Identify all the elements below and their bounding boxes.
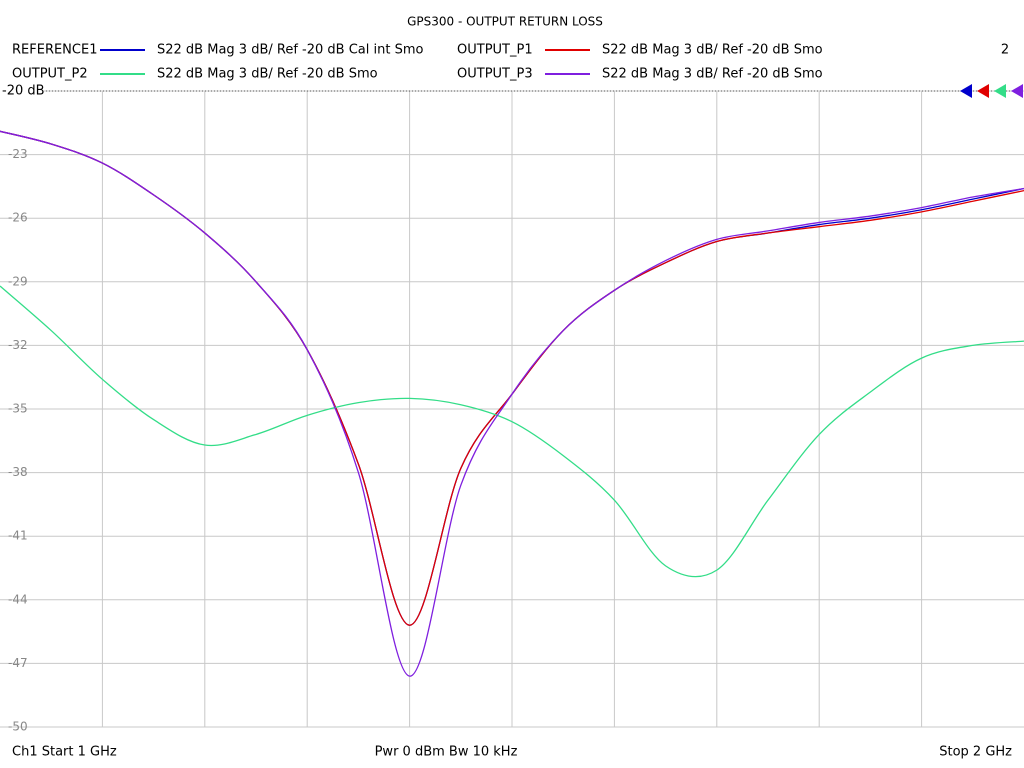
reference-marker	[977, 84, 989, 98]
window-number: 2	[1001, 43, 1009, 58]
reference-marker	[994, 84, 1006, 98]
y-tick-label: -26	[8, 211, 28, 225]
legend-name: OUTPUT_P2	[12, 67, 88, 82]
y-tick-label: -44	[8, 592, 28, 606]
stop-label: Stop 2 GHz	[939, 745, 1012, 760]
legend-name: REFERENCE1	[12, 43, 97, 58]
legend-description: S22 dB Mag 3 dB/ Ref -20 dB Cal int Smo	[157, 43, 423, 58]
y-tick-label: -23	[8, 147, 28, 161]
y-tick-label: -29	[8, 274, 28, 288]
reference-marker	[960, 84, 972, 98]
legend-name: OUTPUT_P3	[457, 67, 533, 82]
reference-marker	[1011, 84, 1023, 98]
y-tick-label: -32	[8, 338, 28, 352]
reference-label: -20 dB	[2, 84, 45, 99]
y-tick-label: -47	[8, 656, 28, 670]
legend-description: S22 dB Mag 3 dB/ Ref -20 dB Smo	[157, 67, 378, 82]
legend-description: S22 dB Mag 3 dB/ Ref -20 dB Smo	[602, 43, 823, 58]
center-label: Pwr 0 dBm Bw 10 kHz	[375, 745, 518, 760]
y-tick-label: -50	[8, 720, 28, 734]
start-label: Ch1 Start 1 GHz	[12, 745, 117, 760]
reference-label-bg	[0, 83, 44, 98]
chart-title: GPS300 - OUTPUT RETURN LOSS	[407, 15, 603, 29]
trace	[0, 130, 1024, 677]
y-tick-label: -38	[8, 465, 28, 479]
legend-description: S22 dB Mag 3 dB/ Ref -20 dB Smo	[602, 67, 823, 82]
y-tick-label: -35	[8, 402, 28, 416]
legend-name: OUTPUT_P1	[457, 43, 533, 58]
trace	[0, 285, 1024, 578]
y-tick-label: -41	[8, 529, 28, 543]
